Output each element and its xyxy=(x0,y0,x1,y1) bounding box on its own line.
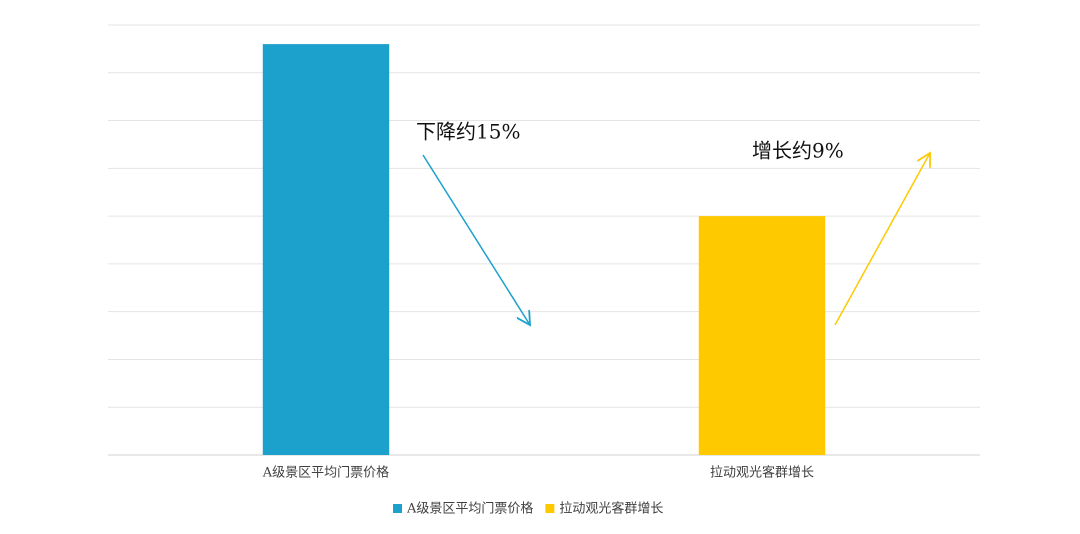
legend-swatch xyxy=(545,504,555,513)
x-tick-label: 拉动观光客群增长 xyxy=(710,465,814,481)
legend-label: 拉动观光客群增长 xyxy=(559,501,663,517)
x-tick-label: A级景区平均门票价格 xyxy=(262,465,389,481)
up-arrow xyxy=(834,153,930,326)
annotation: 增长约9% xyxy=(752,139,844,163)
legend-label: A级景区平均门票价格 xyxy=(406,501,533,517)
bar xyxy=(698,216,826,455)
bar xyxy=(262,44,390,455)
legend-swatch xyxy=(393,504,402,513)
annotation: 下降约15% xyxy=(416,120,520,144)
down-arrow xyxy=(422,154,530,325)
